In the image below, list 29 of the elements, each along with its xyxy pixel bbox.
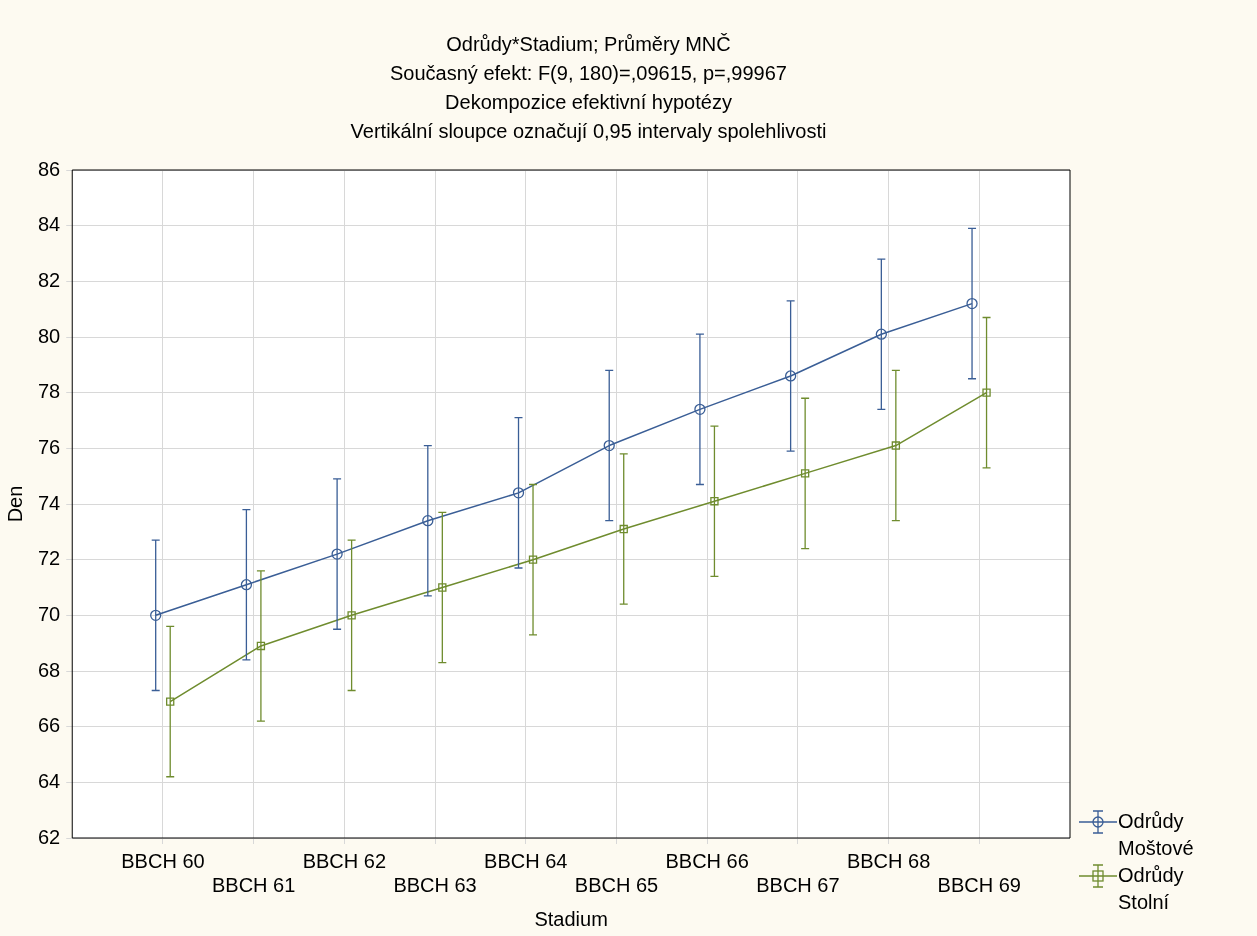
y-tick-label: 76 [38, 435, 61, 458]
y-tick-label: 86 [38, 157, 61, 180]
y-tick-label: 78 [38, 380, 61, 403]
legend-label: Odrůdy Moštové [1118, 809, 1195, 861]
x-tick-label: BBCH 63 [393, 873, 477, 896]
y-tick-label: 74 [38, 491, 61, 514]
y-tick-label: 82 [38, 268, 61, 291]
y-tick-label: 68 [38, 658, 61, 681]
x-tick-label: BBCH 61 [211, 873, 296, 896]
y-tick-label: 66 [38, 714, 61, 737]
y-tick-label: 62 [38, 825, 61, 848]
chart-title: Odrůdy*Stadium; Průměry MNČ [445, 32, 732, 57]
x-axis-title: Stadium [534, 907, 608, 930]
y-tick-label: 84 [38, 213, 61, 236]
y-axis-title: Den [3, 485, 26, 523]
y-tick-label: 80 [38, 324, 61, 347]
y-tick-label: 72 [38, 547, 61, 570]
x-tick-label: BBCH 60 [121, 849, 205, 872]
x-tick-label: BBCH 68 [846, 849, 931, 872]
y-tick-label: 70 [38, 602, 61, 625]
chart-subtitle: Současný efekt: F(9, 180)=,09615, p=,99967 Dekompozice efektivní hypotézy Vertikální sloupce označují 0,95 intervaly spolehlivosti [349, 61, 828, 144]
x-tick-label: BBCH 64 [484, 849, 568, 872]
x-tick-label: BBCH 67 [756, 873, 840, 896]
x-tick-label: BBCH 62 [302, 849, 387, 872]
legend-label: Odrůdy Stolní [1118, 863, 1185, 915]
x-tick-label: BBCH 66 [665, 849, 749, 872]
x-tick-label: BBCH 69 [937, 873, 1021, 896]
x-tick-label: BBCH 65 [574, 873, 659, 896]
y-tick-label: 64 [38, 769, 61, 792]
